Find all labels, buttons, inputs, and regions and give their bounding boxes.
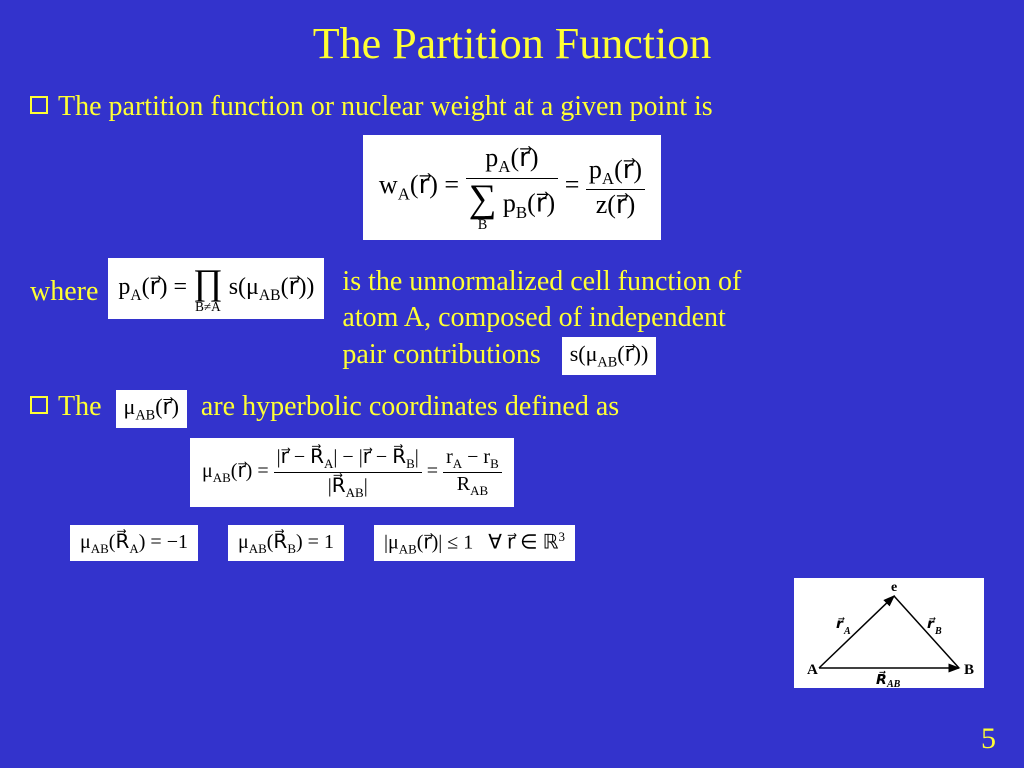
bullet-2-text: The μAB(r⃗) are hyperbolic coordinates d… [58, 389, 619, 428]
triangle-svg: A B e r⃗ A r⃗ B R⃗ AB [794, 578, 984, 688]
page-number: 5 [981, 722, 996, 756]
equation-3-wrap: μAB(r⃗) = |r⃗ − R⃗A| − |r⃗ − R⃗B| |R⃗AB|… [190, 438, 994, 507]
eq2-description: is the unnormalized cell function of ato… [342, 258, 772, 375]
equation-1: wA(r⃗) = pA(r⃗) ∑B pB(r⃗) = pA(r⃗) z(r⃗) [363, 135, 661, 239]
equation-1-wrap: wA(r⃗) = pA(r⃗) ∑B pB(r⃗) = pA(r⃗) z(r⃗) [30, 135, 994, 239]
svg-text:B: B [964, 662, 974, 678]
eq-4c: |μAB(r⃗)| ≤ 1 ∀ r⃗ ∈ ℝ3 [374, 525, 575, 562]
bottom-equations: μAB(R⃗A) = −1 μAB(R⃗B) = 1 |μAB(r⃗)| ≤ 1… [70, 525, 994, 562]
page-title: The Partition Function [0, 0, 1024, 69]
svg-text:e: e [891, 580, 897, 595]
bullet-icon [30, 396, 48, 414]
eq-4a: μAB(R⃗A) = −1 [70, 525, 198, 561]
b2-post: are hyperbolic coordinates defined as [201, 391, 619, 422]
equation-3: μAB(r⃗) = |r⃗ − R⃗A| − |r⃗ − R⃗B| |R⃗AB|… [190, 438, 514, 507]
svg-text:A: A [843, 626, 851, 637]
eq-4b: μAB(R⃗B) = 1 [228, 525, 344, 561]
inline-eq-s: s(μAB(r⃗)) [562, 337, 657, 375]
bullet-1: The partition function or nuclear weight… [30, 89, 994, 125]
svg-text:B: B [934, 626, 942, 637]
where-label: where [30, 258, 98, 308]
bullet-2: The μAB(r⃗) are hyperbolic coordinates d… [30, 389, 994, 428]
equation-2: pA(r⃗) = ∏B≠A s(μAB(r⃗)) [108, 258, 324, 319]
where-row: where pA(r⃗) = ∏B≠A s(μAB(r⃗)) is the un… [30, 258, 994, 375]
bullet-1-text: The partition function or nuclear weight… [58, 89, 713, 125]
svg-text:R⃗: R⃗ [876, 670, 887, 688]
inline-eq-mu: μAB(r⃗) [116, 390, 187, 428]
bullet-icon [30, 96, 48, 114]
slide-content: The partition function or nuclear weight… [0, 69, 1024, 561]
b2-pre: The [58, 391, 102, 422]
desc-l1: is the unnormalized cell [342, 266, 610, 297]
desc-l4: contributions [393, 339, 541, 370]
svg-text:A: A [807, 662, 818, 678]
svg-text:AB: AB [886, 679, 901, 688]
triangle-diagram: A B e r⃗ A r⃗ B R⃗ AB [794, 578, 984, 688]
